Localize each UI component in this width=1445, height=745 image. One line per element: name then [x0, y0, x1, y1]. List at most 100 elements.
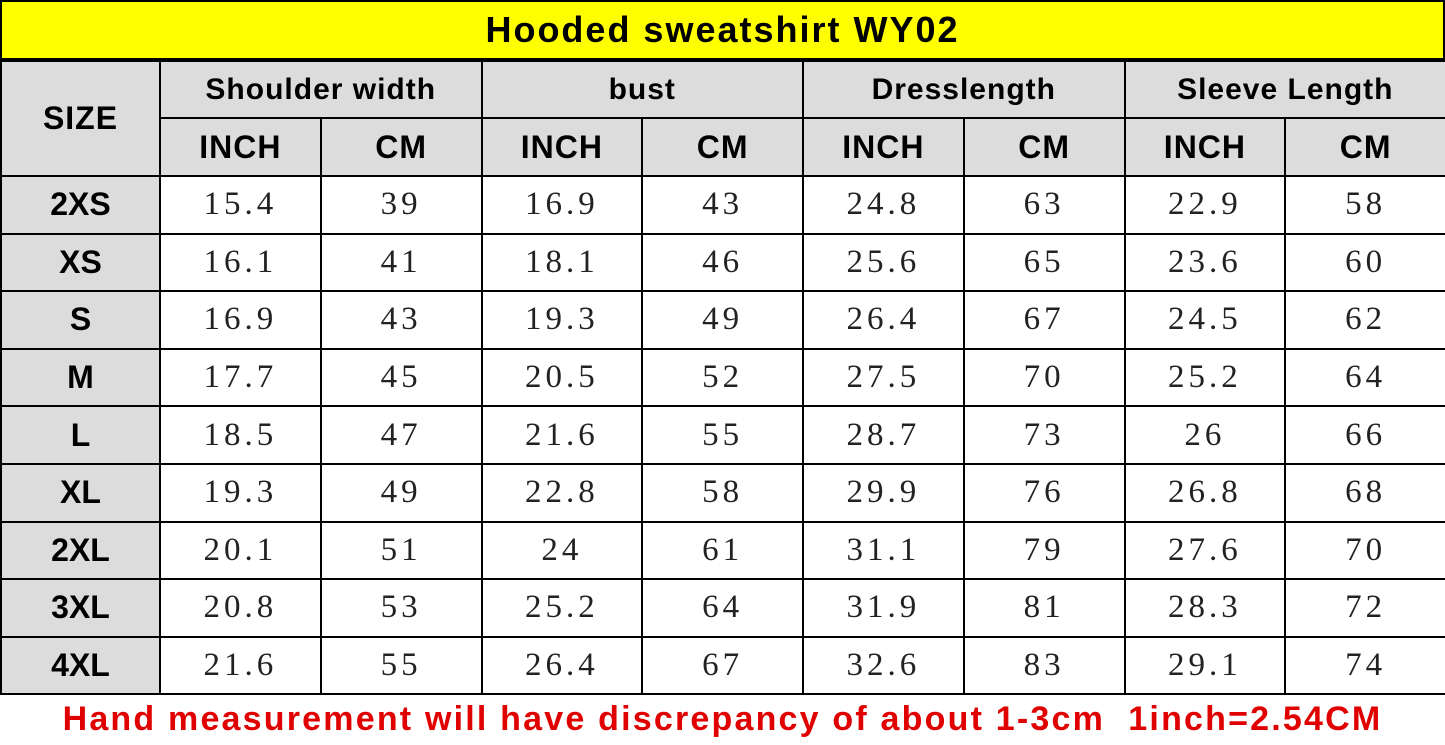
size-table: SIZE Shoulder width bust Dresslength Sleeve …	[0, 60, 1445, 696]
value-cell: 25.2	[480, 578, 644, 638]
group-header: Shoulder width	[159, 60, 483, 119]
value-cell: 18.5	[159, 405, 322, 465]
value-cell: 27.5	[802, 347, 965, 408]
value-cell: 24.5	[1123, 290, 1287, 350]
value-cell: 15.4	[159, 175, 322, 235]
value-cell: 43	[641, 175, 805, 235]
value-cell: 67	[641, 635, 805, 696]
value-cell: 25.2	[1123, 347, 1287, 408]
value-cell: 19.3	[480, 290, 644, 350]
value-cell: 32.6	[802, 635, 965, 696]
size-cell: L	[0, 405, 161, 465]
size-cell: 2XL	[0, 520, 161, 581]
unit-header: CM	[319, 117, 483, 177]
value-cell: 67	[962, 290, 1126, 350]
size-cell: S	[0, 290, 161, 350]
value-cell: 31.9	[802, 578, 965, 638]
data-row: 2XS 15.4 39 16.9 43 24.8 63 22.9 58	[0, 175, 1445, 235]
data-row: 4XL 21.6 55 26.4 67 32.6 83 29.1 74	[0, 635, 1445, 696]
value-cell: 31.1	[802, 520, 965, 581]
value-cell: 22.8	[480, 462, 644, 523]
value-cell: 24	[480, 520, 644, 581]
value-cell: 26.4	[802, 290, 965, 350]
value-cell: 64	[641, 578, 805, 638]
title: Hooded sweatshirt WY02	[0, 0, 1445, 60]
value-cell: 49	[319, 462, 483, 523]
value-cell: 16.9	[159, 290, 322, 350]
value-cell: 58	[641, 462, 805, 523]
value-cell: 41	[319, 232, 483, 293]
data-row: L 18.5 47 21.6 55 28.7 73 26 66	[0, 405, 1445, 465]
unit-header: INCH	[159, 117, 322, 177]
value-cell: 20.8	[159, 578, 322, 638]
size-cell: 4XL	[0, 635, 161, 696]
unit-header: CM	[962, 117, 1126, 177]
value-cell: 24.8	[802, 175, 965, 235]
value-cell: 72	[1284, 578, 1445, 638]
value-cell: 63	[962, 175, 1126, 235]
value-cell: 46	[641, 232, 805, 293]
value-cell: 64	[1284, 347, 1445, 408]
value-cell: 49	[641, 290, 805, 350]
value-cell: 61	[641, 520, 805, 581]
group-header: Sleeve Length	[1123, 60, 1445, 119]
value-cell: 29.9	[802, 462, 965, 523]
value-cell: 70	[962, 347, 1126, 408]
unit-header: CM	[1284, 117, 1445, 177]
value-cell: 83	[962, 635, 1126, 696]
value-cell: 19.3	[159, 462, 322, 523]
unit-header: INCH	[802, 117, 965, 177]
data-row: M 17.7 45 20.5 52 27.5 70 25.2 64	[0, 347, 1445, 408]
value-cell: 76	[962, 462, 1126, 523]
value-cell: 25.6	[802, 232, 965, 293]
value-cell: 27.6	[1123, 520, 1287, 581]
value-cell: 62	[1284, 290, 1445, 350]
value-cell: 74	[1284, 635, 1445, 696]
unit-header: INCH	[1123, 117, 1287, 177]
size-cell: XS	[0, 232, 161, 293]
size-cell: 2XS	[0, 175, 161, 235]
data-row: 2XL 20.1 51 24 61 31.1 79 27.6 70	[0, 520, 1445, 581]
value-cell: 16.9	[480, 175, 644, 235]
value-cell: 60	[1284, 232, 1445, 293]
value-cell: 47	[319, 405, 483, 465]
value-cell: 29.1	[1123, 635, 1287, 696]
value-cell: 28.7	[802, 405, 965, 465]
value-cell: 26	[1123, 405, 1287, 465]
data-row: 3XL 20.8 53 25.2 64 31.9 81 28.3 72	[0, 578, 1445, 638]
value-cell: 81	[962, 578, 1126, 638]
value-cell: 55	[319, 635, 483, 696]
value-cell: 79	[962, 520, 1126, 581]
value-cell: 53	[319, 578, 483, 638]
unit-header: INCH	[480, 117, 644, 177]
value-cell: 20.1	[159, 520, 322, 581]
data-row: XS 16.1 41 18.1 46 25.6 65 23.6 60	[0, 232, 1445, 293]
footer-note: Hand measurement will have discrepancy o…	[62, 700, 1383, 738]
size-header: SIZE	[0, 60, 161, 177]
unit-header: CM	[641, 117, 805, 177]
value-cell: 52	[641, 347, 805, 408]
value-cell: 17.7	[159, 347, 322, 408]
value-cell: 16.1	[159, 232, 322, 293]
value-cell: 68	[1284, 462, 1445, 523]
value-cell: 43	[319, 290, 483, 350]
data-row: XL 19.3 49 22.8 58 29.9 76 26.8 68	[0, 462, 1445, 523]
group-header: Dresslength	[802, 60, 1126, 119]
value-cell: 26.4	[480, 635, 644, 696]
value-cell: 18.1	[480, 232, 644, 293]
value-cell: 66	[1284, 405, 1445, 465]
value-cell: 28.3	[1123, 578, 1287, 638]
value-cell: 58	[1284, 175, 1445, 235]
data-row: S 16.9 43 19.3 49 26.4 67 24.5 62	[0, 290, 1445, 350]
size-cell: M	[0, 347, 161, 408]
value-cell: 26.8	[1123, 462, 1287, 523]
unit-row: INCH CM INCH CM INCH CM INCH CM	[1, 117, 1445, 177]
value-cell: 55	[641, 405, 805, 465]
value-cell: 45	[319, 347, 483, 408]
value-cell: 39	[319, 175, 483, 235]
value-cell: 21.6	[480, 405, 644, 465]
header-row: SIZE Shoulder width bust Dresslength Sleeve …	[0, 60, 1445, 177]
value-cell: 51	[319, 520, 483, 581]
size-cell: 3XL	[0, 578, 161, 638]
